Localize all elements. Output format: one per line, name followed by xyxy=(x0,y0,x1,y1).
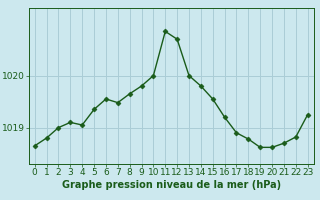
X-axis label: Graphe pression niveau de la mer (hPa): Graphe pression niveau de la mer (hPa) xyxy=(62,180,281,190)
